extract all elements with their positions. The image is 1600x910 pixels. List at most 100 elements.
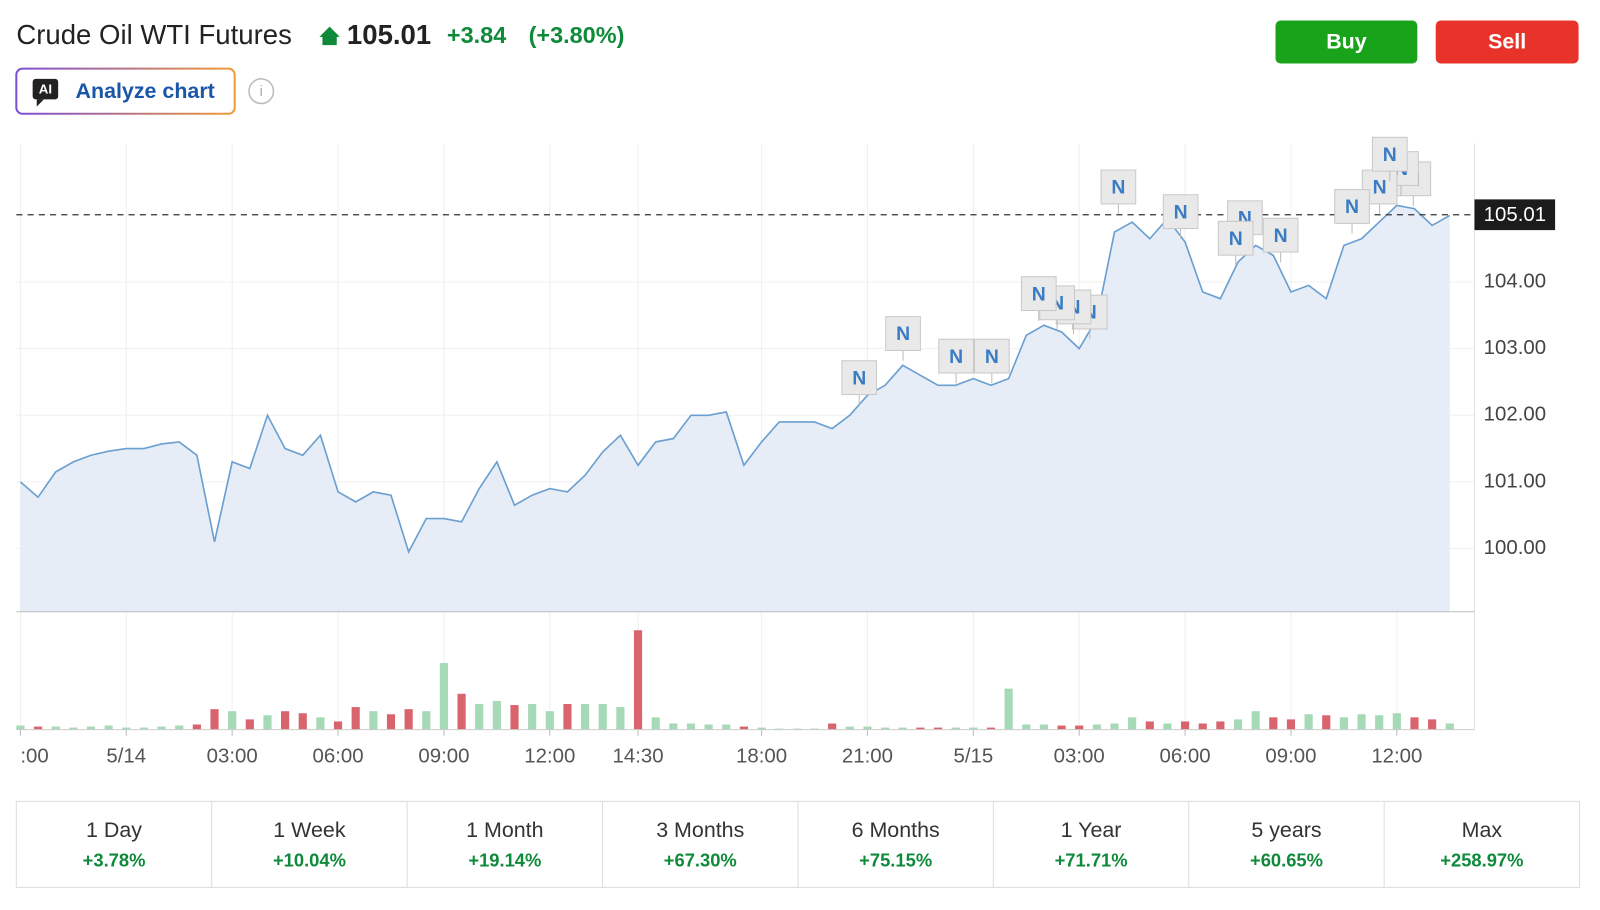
volume-bar xyxy=(475,704,484,730)
volume-bar xyxy=(1339,717,1348,730)
news-flag-box xyxy=(1371,136,1408,172)
x-tick-label: 5/14 xyxy=(106,745,146,768)
period-table: 1 Day +3.78% 1 Week +10.04% 1 Month +19.14% 3 … xyxy=(15,800,1581,888)
period-cell[interactable]: 5 years +60.65% xyxy=(1188,801,1323,888)
news-flag[interactable]: N xyxy=(1371,136,1408,182)
news-flag-label: N xyxy=(852,367,866,389)
period-cell[interactable]: 1 Day +3.78% xyxy=(83,818,146,871)
news-flag[interactable]: N xyxy=(1334,189,1370,234)
info-icon[interactable]: i xyxy=(248,78,275,105)
x-tick-label: 12:00 xyxy=(1371,745,1422,768)
volume-bar xyxy=(563,704,572,730)
buy-bg xyxy=(1275,20,1418,64)
period-label: 1 Month xyxy=(466,818,543,842)
y-tick-label: 103.00 xyxy=(1484,336,1546,359)
title: Crude Oil WTI Futures xyxy=(16,19,292,50)
news-flag[interactable]: N xyxy=(973,338,1010,384)
volume-bar xyxy=(616,707,625,730)
news-flag-label: N xyxy=(949,346,963,368)
news-flag-label: N xyxy=(1383,144,1397,166)
news-flag-box xyxy=(973,338,1010,374)
news-flag-box xyxy=(1100,169,1137,205)
volume-bar xyxy=(386,714,396,730)
volume-bar xyxy=(69,727,78,730)
volume-bar xyxy=(369,711,378,730)
volume-bar xyxy=(828,723,837,730)
y-tick-label: 100.00 xyxy=(1484,536,1546,559)
volume-bar xyxy=(33,726,43,730)
volume-bar xyxy=(704,724,713,730)
news-flag[interactable]: N xyxy=(1262,217,1299,263)
period-label: Max xyxy=(1462,818,1503,842)
period-change: +3.78% xyxy=(83,850,146,871)
period-label: 1 Year xyxy=(1061,818,1122,842)
chart: :00 5/14 03:00 06:00 09:00 12:00 14:30 18:00 21:… xyxy=(16,136,1556,768)
period-change: +60.65% xyxy=(1250,850,1323,871)
volume-bar xyxy=(1322,715,1331,730)
news-flag[interactable]: N xyxy=(1217,220,1254,266)
volume-bar xyxy=(1286,719,1296,730)
volume-bar xyxy=(757,727,766,730)
volume-bar xyxy=(439,663,449,730)
volume-bar xyxy=(1092,724,1101,730)
period-cell[interactable]: 6 Months +75.15% xyxy=(797,801,940,888)
volume-bar xyxy=(633,630,643,730)
volume-bar xyxy=(104,725,113,730)
volume-bar xyxy=(986,727,996,730)
news-flag[interactable]: N xyxy=(1361,169,1398,215)
x-tick-label: 09:00 xyxy=(1265,745,1316,768)
sell-label: Sell xyxy=(1488,30,1526,54)
volume-bar xyxy=(1233,719,1243,730)
sell-button[interactable]: Sell xyxy=(1435,20,1579,64)
volume-bar xyxy=(316,717,325,730)
volume-bar xyxy=(1022,724,1031,730)
x-tick-label: 09:00 xyxy=(418,745,469,768)
news-flag[interactable]: N xyxy=(1100,169,1137,215)
buy-button[interactable]: Buy xyxy=(1275,20,1418,64)
volume-bar xyxy=(916,727,925,730)
volume-bar xyxy=(1445,723,1454,730)
period-change: +75.15% xyxy=(859,850,932,871)
volume-bar xyxy=(139,727,149,730)
y-tick-label: 101.00 xyxy=(1484,469,1546,492)
x-tick-label: 14:30 xyxy=(613,745,664,768)
analyze-chart-button[interactable]: AI Analyze chart xyxy=(15,67,236,115)
price: 105.01 xyxy=(347,19,431,50)
period-label: 6 Months xyxy=(852,818,940,842)
volume-bar xyxy=(1251,711,1260,730)
volume-bar xyxy=(528,704,537,730)
volume-bar xyxy=(1410,717,1419,730)
volume-bar xyxy=(422,711,431,730)
volume-bar xyxy=(192,724,201,730)
volume-bar xyxy=(1039,724,1048,730)
price-change-percent: (+3.80%) xyxy=(529,22,625,48)
period-cell[interactable]: Max +258.97% xyxy=(1383,801,1523,888)
news-flag[interactable]: N xyxy=(1162,194,1199,239)
volume-bar xyxy=(210,709,219,730)
volume-bar xyxy=(281,711,290,730)
period-cell[interactable]: 1 Month +19.14% xyxy=(406,801,544,888)
period-cell[interactable]: 3 Months +67.30% xyxy=(602,801,745,888)
volume-bar xyxy=(1163,723,1172,730)
volume-bar xyxy=(1110,723,1119,730)
period-cell[interactable]: 1 Year +71.71% xyxy=(992,801,1128,888)
volume-bar xyxy=(651,717,660,730)
news-flag-box xyxy=(841,360,878,396)
volume-bar xyxy=(510,705,519,730)
news-flag-box xyxy=(938,338,974,374)
volume-bar xyxy=(492,700,501,730)
news-flag[interactable]: N xyxy=(841,360,878,405)
x-tick-label: 18:00 xyxy=(736,745,787,768)
news-flag-label: N xyxy=(1274,225,1288,247)
y-tick-label: 102.00 xyxy=(1484,403,1546,426)
period-label: 3 Months xyxy=(656,818,744,842)
news-flag[interactable]: N xyxy=(938,338,974,384)
x-tick-label: 03:00 xyxy=(207,745,258,768)
news-flag[interactable]: N xyxy=(1020,276,1057,321)
news-flag[interactable]: N xyxy=(885,316,921,361)
period-cell[interactable]: 1 Week +10.04% xyxy=(211,801,346,888)
last-price-label: 105.01 xyxy=(1484,203,1546,226)
volume-bar xyxy=(157,726,166,730)
